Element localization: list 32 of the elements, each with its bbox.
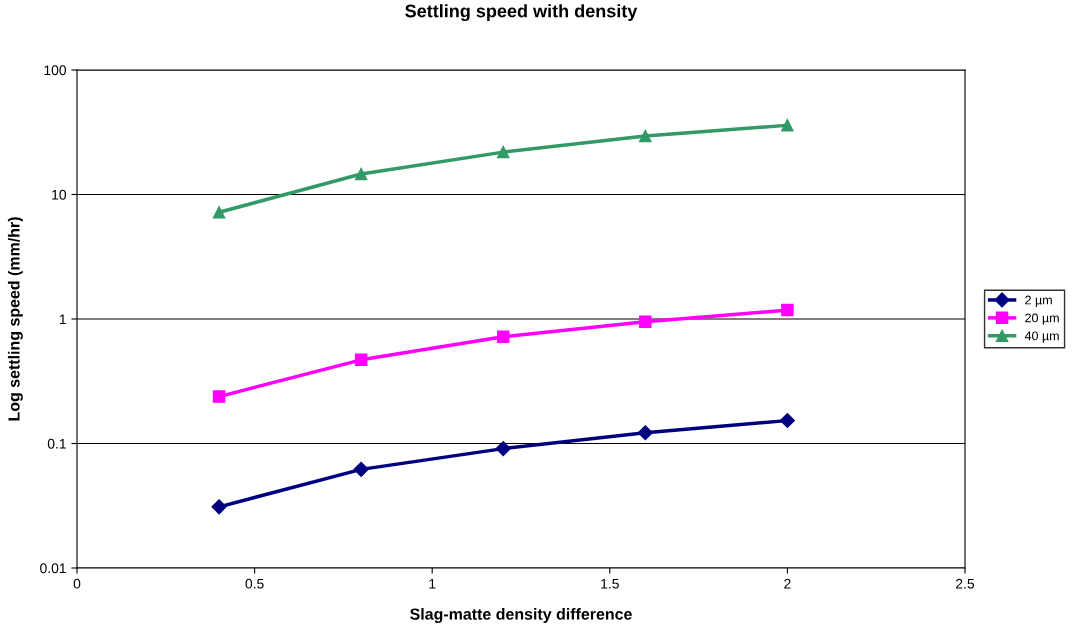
y-tick-label: 0.1 xyxy=(47,438,66,449)
point xyxy=(639,129,652,143)
y-tick-label: 0.01 xyxy=(40,563,66,574)
point xyxy=(212,206,226,219)
x-tick-label: 2 xyxy=(784,578,791,589)
x-tick-label: 2.5 xyxy=(956,578,975,589)
point xyxy=(211,499,227,515)
y-tick-label: 1 xyxy=(59,314,66,325)
point xyxy=(212,390,226,403)
x-tick-label: 1 xyxy=(429,578,436,589)
x-tick-label: 0 xyxy=(73,578,81,589)
point xyxy=(354,167,368,181)
legend-label: 20 µm xyxy=(1025,313,1059,325)
point xyxy=(637,425,653,441)
point xyxy=(495,441,511,457)
legend-label: 40 µm xyxy=(1024,331,1059,343)
point xyxy=(496,145,510,159)
point xyxy=(781,118,794,132)
point xyxy=(781,303,794,317)
point xyxy=(353,461,369,477)
point xyxy=(496,330,510,344)
legend-label: 2 µm xyxy=(1025,295,1052,307)
point xyxy=(779,412,795,429)
point xyxy=(639,315,652,329)
y-tick-label: 10 xyxy=(52,189,67,200)
chart-title: Settling speed with density xyxy=(405,4,638,22)
x-axis-title: Slag-matte density difference xyxy=(410,608,632,623)
y-axis-title: Log settling speed (mm/hr) xyxy=(7,217,23,421)
y-tick-label: 100 xyxy=(44,65,67,76)
x-tick-label: 0.5 xyxy=(245,578,264,589)
point xyxy=(354,353,368,367)
x-tick-label: 1.5 xyxy=(601,578,619,589)
